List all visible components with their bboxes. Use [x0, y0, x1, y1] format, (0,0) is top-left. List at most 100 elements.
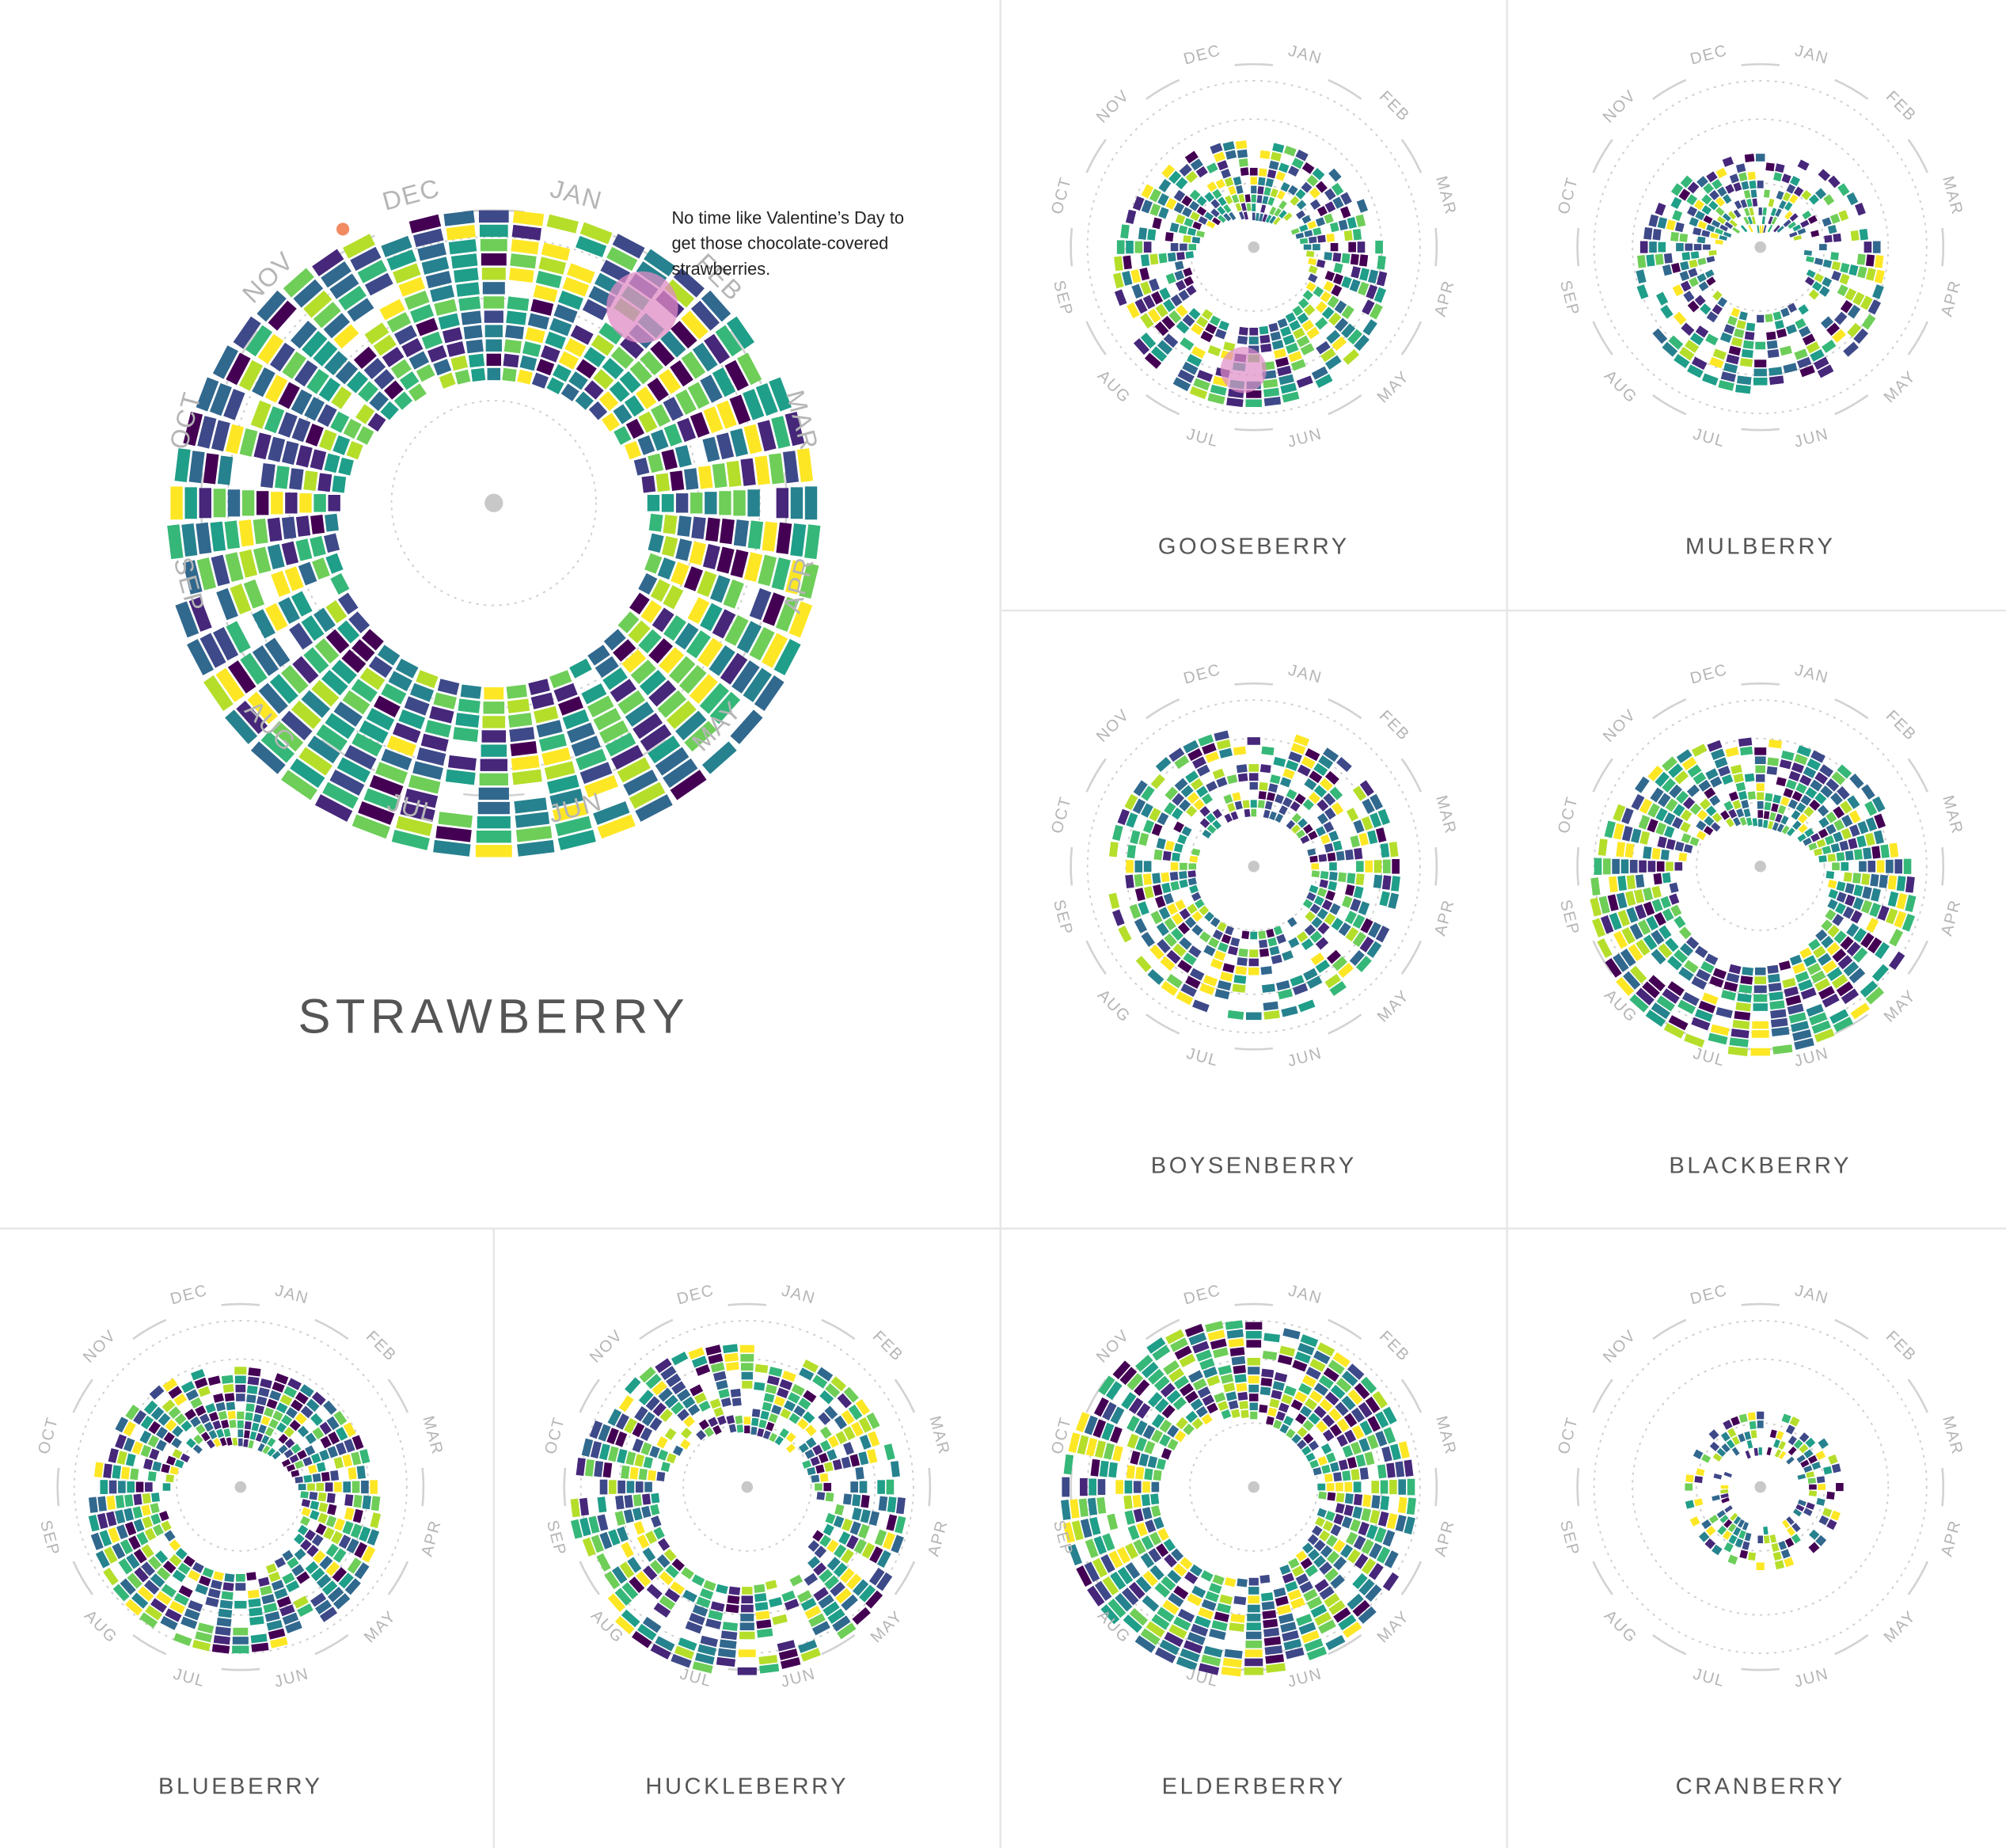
- heat-cell: [1203, 1645, 1223, 1658]
- heat-cell: [1135, 1437, 1147, 1452]
- heat-cell: [1189, 189, 1201, 201]
- heat-cell: [1758, 819, 1763, 827]
- heat-cell: [1121, 1392, 1137, 1409]
- heat-cell: [1301, 215, 1312, 224]
- heat-cell: [1295, 1573, 1309, 1585]
- heat-cell: [484, 325, 503, 337]
- heat-cell: [1788, 1435, 1797, 1446]
- heat-cell: [1142, 1424, 1156, 1439]
- heat-cell: [1248, 1367, 1260, 1375]
- heat-cell: [785, 1443, 796, 1454]
- heat-cell: [172, 1425, 184, 1437]
- heat-cell: [1252, 203, 1256, 211]
- heat-cell: [1188, 244, 1197, 250]
- heat-cell: [1670, 904, 1682, 917]
- heat-cell: [1668, 1015, 1689, 1031]
- heat-cell: [1150, 1429, 1164, 1443]
- heat-cell: [333, 1410, 348, 1426]
- heat-cell: [663, 584, 684, 610]
- heat-cell: [1398, 1441, 1410, 1459]
- heat-cell: [538, 257, 567, 275]
- heat-cell: [1691, 743, 1708, 757]
- heat-cell: [632, 1507, 643, 1521]
- heat-cell: [812, 1444, 823, 1456]
- heat-cell: [1318, 1619, 1336, 1634]
- heat-cell: [1300, 1557, 1313, 1569]
- heat-cell: [1741, 348, 1753, 359]
- heat-cell: [1807, 1454, 1818, 1464]
- heat-cell: [1138, 901, 1149, 915]
- heat-cell: [1136, 1522, 1148, 1537]
- heat-cell: [261, 1435, 270, 1445]
- heat-cell: [1224, 177, 1234, 187]
- heat-cell: [332, 1593, 351, 1610]
- month-label: AUG: [1601, 367, 1640, 407]
- heat-cell: [1750, 189, 1757, 198]
- heat-cell: [144, 1527, 157, 1541]
- heat-cell: [1377, 808, 1390, 826]
- heat-cell: [751, 1409, 761, 1417]
- heat-cell: [740, 458, 756, 486]
- heat-cell: [250, 1633, 268, 1644]
- heat-cell: [1143, 885, 1154, 899]
- month-arc: [563, 1467, 567, 1507]
- heat-cell: [1297, 1427, 1308, 1438]
- heat-cell: [1366, 941, 1382, 958]
- heat-cell: [1191, 1340, 1210, 1354]
- heat-cell: [1237, 956, 1248, 967]
- heat-cell: [1364, 1451, 1375, 1466]
- heat-cell: [1200, 1570, 1214, 1582]
- heat-cell: [118, 1558, 133, 1575]
- heat-cell: [1328, 880, 1338, 891]
- month-label: JAN: [547, 174, 605, 215]
- heat-cell: [1681, 809, 1693, 822]
- heat-cell: [716, 1584, 728, 1595]
- heat-cell: [1238, 948, 1248, 957]
- heat-cell: [382, 347, 405, 367]
- heat-cell: [1797, 833, 1807, 842]
- heat-cell: [1163, 1538, 1176, 1552]
- heat-cell: [1597, 938, 1613, 958]
- heat-cell: [663, 615, 687, 641]
- heat-cell: [124, 1494, 134, 1508]
- heat-cell: [317, 1512, 329, 1524]
- heat-cell: [1248, 337, 1259, 344]
- heat-cell: [1313, 1467, 1322, 1476]
- heat-cell: [1130, 830, 1141, 845]
- heat-cell: [584, 774, 618, 798]
- month-arc: [894, 1378, 916, 1413]
- heat-cell: [1221, 169, 1231, 179]
- heat-cell: [1275, 813, 1284, 823]
- heat-cell: [1115, 1480, 1123, 1494]
- heat-cell: [1693, 1449, 1704, 1460]
- heat-cell: [188, 1599, 203, 1612]
- heat-cell: [302, 1456, 313, 1466]
- heat-cell: [1243, 211, 1248, 220]
- heat-cell: [1719, 224, 1729, 232]
- heat-cell: [1093, 1535, 1107, 1555]
- heat-cell: [623, 1509, 634, 1523]
- heat-cell: [170, 486, 183, 520]
- heat-cell: [576, 748, 607, 770]
- heat-cell: [1818, 953, 1832, 966]
- heat-cell: [1341, 276, 1352, 289]
- heat-cell: [1646, 915, 1659, 931]
- month-label: MAR: [419, 1414, 446, 1457]
- heat-cell: [1871, 796, 1886, 812]
- heat-cell: [1776, 328, 1788, 338]
- heat-cell: [1265, 178, 1275, 188]
- heat-cell: [1150, 911, 1163, 925]
- heat-cell: [1328, 312, 1342, 326]
- heat-cell: [1744, 331, 1755, 340]
- heat-cell: [1368, 1563, 1384, 1580]
- heat-cell: [1365, 860, 1373, 873]
- heat-cell: [1141, 1535, 1154, 1550]
- heat-cell: [188, 451, 205, 484]
- heat-cell: [1728, 345, 1742, 356]
- heat-cell: [251, 1642, 269, 1652]
- heat-cell: [841, 1409, 855, 1425]
- heat-cell: [1822, 1508, 1833, 1518]
- heat-cell: [1205, 1591, 1220, 1603]
- month-label: AUG: [1601, 1607, 1640, 1647]
- heat-cell: [635, 794, 673, 822]
